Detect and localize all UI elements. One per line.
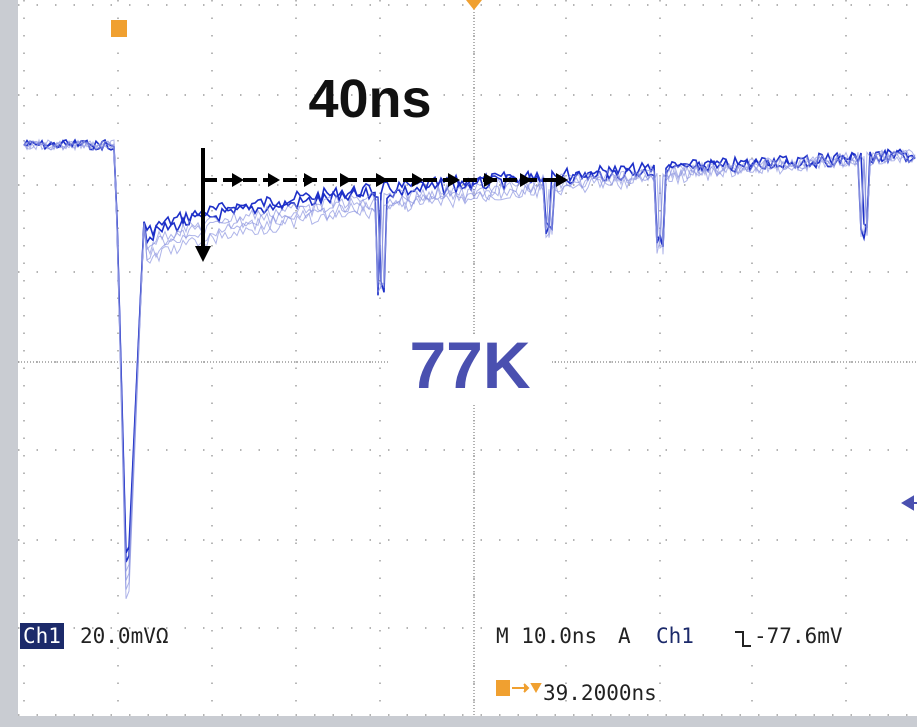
channel-label: Ch1 bbox=[23, 624, 61, 648]
timebase-label: M 10.0ns bbox=[496, 624, 597, 648]
trigger-level-label: -77.6mV bbox=[754, 624, 843, 648]
trigger-icon bbox=[496, 680, 510, 696]
trigger-mode-label: A bbox=[618, 624, 631, 648]
trigger-position-label: 39.2000ns bbox=[543, 681, 657, 705]
scale-label: 20.0mVΩ bbox=[80, 624, 169, 648]
trigger-marker bbox=[111, 20, 127, 37]
page: 40ns 77K Ch1 20.0mVΩ M 10.0ns A Ch1 -77.… bbox=[0, 0, 917, 727]
interval-label: 40ns bbox=[308, 69, 431, 129]
trigger-source-label: Ch1 bbox=[656, 624, 694, 648]
temperature-label: 77K bbox=[409, 328, 530, 402]
oscilloscope-screen: 40ns 77K Ch1 20.0mVΩ M 10.0ns A Ch1 -77.… bbox=[0, 0, 917, 727]
